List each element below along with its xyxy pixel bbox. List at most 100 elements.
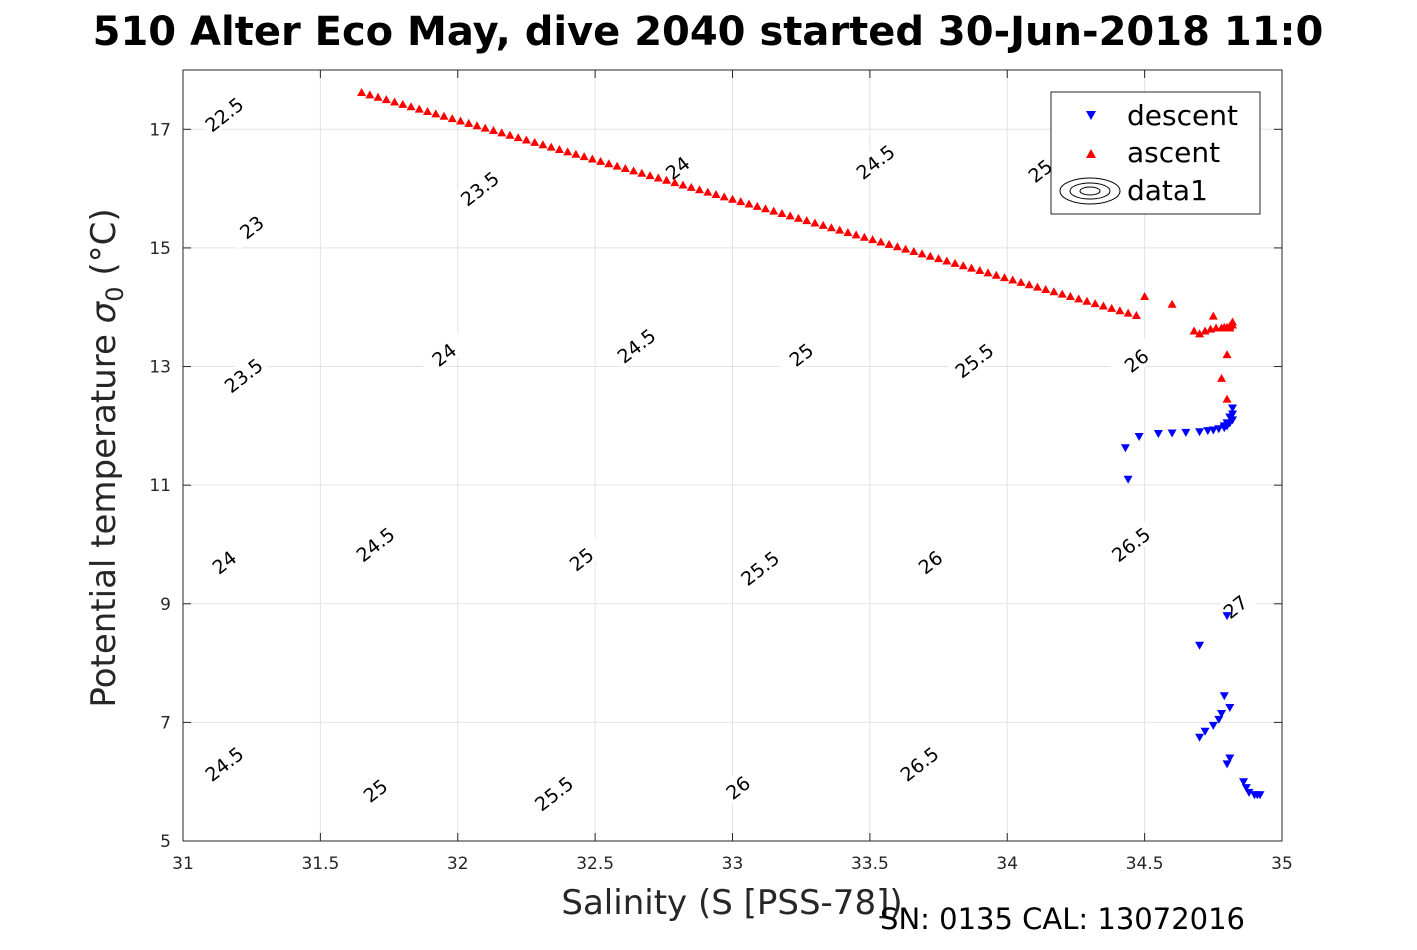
descent-point bbox=[1195, 641, 1205, 650]
y-axis-label-main: Potential temperature bbox=[84, 323, 124, 707]
ascent-point bbox=[373, 92, 383, 101]
ascent-point bbox=[1208, 311, 1218, 320]
descent-point bbox=[1208, 426, 1218, 435]
y-axis-label-subscript: 0 bbox=[101, 286, 129, 301]
descent-point bbox=[1255, 791, 1265, 800]
ascent-point bbox=[1074, 294, 1084, 303]
contour-label-bg bbox=[1110, 336, 1162, 384]
ascent-point bbox=[612, 161, 622, 170]
y-tick-label: 7 bbox=[160, 713, 171, 733]
ascent-point bbox=[620, 163, 630, 172]
ascent-point bbox=[439, 111, 449, 120]
x-tick-label: 31.5 bbox=[301, 854, 339, 874]
ascent-point bbox=[563, 147, 573, 156]
ascent-point bbox=[942, 256, 952, 265]
ascent-point bbox=[546, 142, 556, 151]
descent-point bbox=[1217, 709, 1227, 718]
x-tick-label: 32.5 bbox=[576, 854, 614, 874]
ascent-point bbox=[571, 149, 581, 158]
y-axis-label-symbol: σ bbox=[84, 300, 124, 323]
ascent-point bbox=[711, 190, 721, 199]
ascent-point bbox=[958, 261, 968, 270]
descent-point bbox=[1239, 778, 1249, 787]
legend-ascent-label: ascent bbox=[1127, 136, 1220, 169]
ascent-point bbox=[365, 90, 375, 99]
ascent-point bbox=[818, 220, 828, 229]
contour-label-bg bbox=[893, 739, 945, 787]
ascent-point bbox=[835, 225, 845, 234]
descent-point bbox=[1167, 429, 1177, 438]
ascent-point bbox=[1131, 311, 1141, 320]
ascent-point bbox=[703, 187, 713, 196]
descent-point bbox=[1225, 704, 1235, 713]
ascent-point bbox=[793, 213, 803, 222]
ascent-point bbox=[447, 114, 457, 123]
descent-point bbox=[1225, 413, 1235, 422]
ascent-point bbox=[579, 152, 589, 161]
contour-label-bg bbox=[225, 202, 277, 250]
ascent-point bbox=[859, 232, 869, 241]
ascent-point bbox=[744, 199, 754, 208]
ascent-point bbox=[662, 175, 672, 184]
ascent-point bbox=[587, 154, 597, 163]
ascent-point bbox=[1217, 373, 1227, 382]
legend-box bbox=[1050, 91, 1261, 215]
descent-point bbox=[1228, 404, 1238, 413]
ascent-point bbox=[719, 192, 729, 201]
y-axis-label: Potential temperature σ0 (°C) bbox=[84, 208, 129, 707]
x-tick-label: 32 bbox=[447, 854, 469, 874]
ascent-point bbox=[785, 211, 795, 220]
descent-point bbox=[1214, 715, 1224, 724]
ascent-point bbox=[653, 173, 663, 182]
ascent-point bbox=[1228, 317, 1238, 326]
y-tick-label: 17 bbox=[149, 120, 171, 140]
ascent-point bbox=[876, 237, 886, 246]
y-tick-label: 11 bbox=[149, 476, 171, 496]
legend: descent ascent data1 bbox=[1050, 91, 1261, 215]
ascent-point bbox=[406, 102, 416, 111]
ascent-point bbox=[1222, 350, 1232, 359]
descent-point bbox=[1195, 428, 1205, 437]
contour-label-bg bbox=[774, 330, 827, 378]
x-tick-label: 34 bbox=[996, 854, 1018, 874]
legend-contour-marker bbox=[1059, 177, 1121, 205]
ascent-point bbox=[472, 121, 482, 130]
ascent-point bbox=[695, 185, 705, 194]
ascent-point bbox=[1032, 282, 1042, 291]
y-tick-label: 5 bbox=[160, 832, 171, 852]
contour-label-bg bbox=[197, 90, 250, 138]
ascent-point bbox=[991, 270, 1001, 279]
ascent-point bbox=[1016, 277, 1026, 286]
ascent-point bbox=[967, 263, 977, 272]
ascent-point bbox=[826, 223, 836, 232]
ascent-point bbox=[1195, 329, 1205, 338]
contour-label-bg bbox=[197, 538, 250, 585]
ascent-point bbox=[851, 230, 861, 239]
descent-point bbox=[1203, 427, 1213, 436]
descent-point bbox=[1123, 475, 1133, 484]
ascent-point bbox=[868, 235, 878, 244]
ascent-point bbox=[596, 156, 606, 165]
ascent-point bbox=[843, 228, 853, 237]
descent-point bbox=[1219, 422, 1229, 431]
ascent-point bbox=[1008, 275, 1018, 284]
contour-label-bg bbox=[197, 739, 250, 787]
ascent-point bbox=[521, 135, 531, 144]
ascent-point bbox=[1222, 394, 1232, 403]
ascent-point bbox=[381, 95, 391, 104]
ascent-point bbox=[892, 242, 902, 251]
x-tick-label: 33.5 bbox=[851, 854, 889, 874]
legend-ascent-marker bbox=[1086, 149, 1096, 158]
descent-point bbox=[1222, 612, 1232, 621]
descent-point bbox=[1200, 727, 1210, 736]
axis-ticks: 31 31.5 32 32.5 33 33.5 34 34.5 35 5 7 9 11 13 15 17 bbox=[149, 70, 1293, 874]
ascent-point bbox=[1225, 323, 1235, 332]
ascent-point bbox=[414, 104, 424, 113]
ascent-point bbox=[497, 128, 507, 137]
x-axis-label: Salinity (S [PSS-78]) bbox=[561, 883, 902, 923]
descent-point bbox=[1222, 760, 1232, 769]
ascent-point bbox=[455, 116, 465, 125]
y-axis-label-unit: (°C) bbox=[84, 208, 124, 286]
